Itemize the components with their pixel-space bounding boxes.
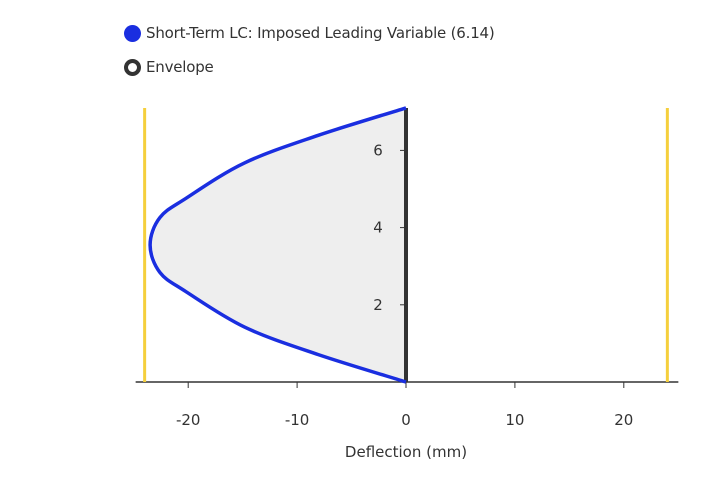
x-tick-label: 10: [505, 411, 524, 429]
y-tick-label: 6: [373, 141, 383, 159]
x-axis-title: Deflection (mm): [345, 443, 467, 461]
x-tick-label: 0: [401, 411, 411, 429]
legend-item-short-term-lc[interactable]: Short-Term LC: Imposed Leading Variable …: [124, 20, 495, 46]
x-tick-label: -20: [176, 411, 201, 429]
ring-icon: [124, 58, 141, 76]
plot-area: -20 -10 0 10 20 2 4 6: [135, 106, 679, 429]
legend-label: Envelope: [146, 58, 214, 76]
y-tick-label: 2: [373, 296, 383, 314]
legend: Short-Term LC: Imposed Leading Variable …: [124, 20, 495, 88]
legend-label: Short-Term LC: Imposed Leading Variable …: [146, 24, 495, 42]
series-area-fill: [150, 107, 406, 383]
x-tick-label: 20: [614, 411, 633, 429]
legend-item-envelope[interactable]: Envelope: [124, 54, 495, 80]
x-tick-label: -10: [285, 411, 310, 429]
series-line-short-term-lc[interactable]: [148, 106, 407, 384]
filled-circle-icon: [124, 24, 141, 42]
y-tick-label: 4: [373, 219, 383, 237]
